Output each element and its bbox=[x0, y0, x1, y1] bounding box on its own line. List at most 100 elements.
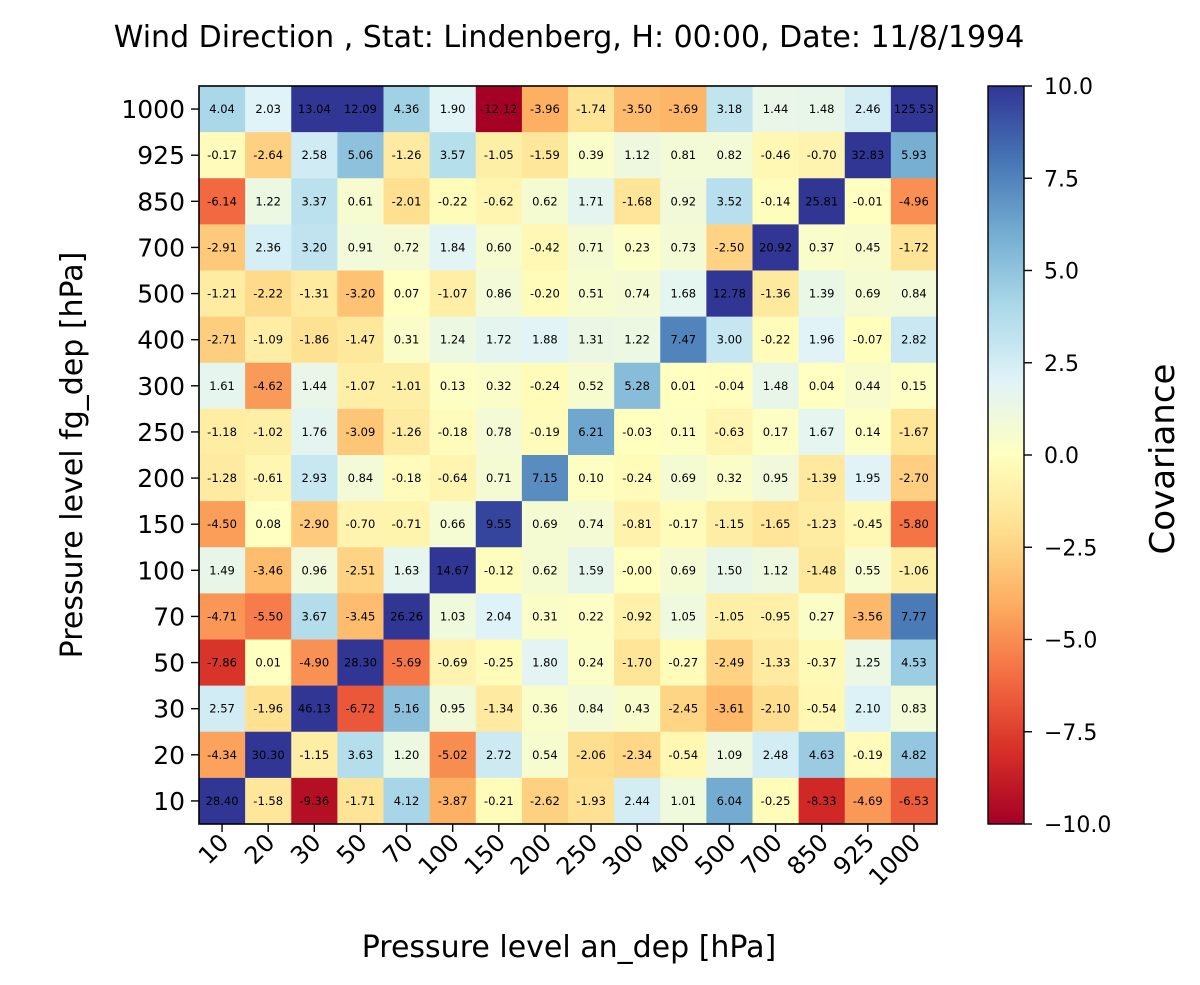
y-tick-label: 250 bbox=[137, 418, 185, 447]
heatmap-cell bbox=[337, 547, 384, 594]
heatmap-cell bbox=[660, 316, 707, 364]
cell-value-label: -7.86 bbox=[207, 656, 237, 670]
x-tick-label: 20 bbox=[239, 828, 280, 869]
heatmap-cell bbox=[798, 132, 846, 179]
colorbar-tick-label: −2.5 bbox=[1044, 536, 1097, 561]
cell-value-label: 1.20 bbox=[394, 748, 420, 762]
heatmap-cell bbox=[890, 547, 938, 594]
heatmap-cell bbox=[245, 86, 292, 133]
cell-value-label: 6.21 bbox=[578, 425, 604, 439]
cell-value-label: -3.45 bbox=[346, 609, 376, 623]
cell-value-label: 1.44 bbox=[763, 102, 789, 116]
heatmap-cell bbox=[798, 547, 846, 594]
heatmap-cell bbox=[660, 132, 707, 179]
cell-value-label: 0.95 bbox=[440, 702, 466, 716]
heatmap-cell bbox=[614, 132, 661, 179]
heatmap-cell bbox=[475, 408, 523, 456]
cell-value-label: -0.64 bbox=[438, 471, 468, 485]
heatmap-cell bbox=[521, 501, 569, 548]
heatmap-cell bbox=[706, 501, 753, 548]
heatmap-cell bbox=[337, 685, 384, 733]
heatmap-cell bbox=[614, 777, 661, 825]
cell-value-label: -4.50 bbox=[207, 517, 237, 531]
cell-value-label: 1.96 bbox=[809, 333, 835, 347]
heatmap-cell bbox=[614, 547, 661, 594]
cell-value-label: -2.10 bbox=[761, 702, 791, 716]
heatmap-cell bbox=[475, 362, 523, 410]
cell-value-label: -1.05 bbox=[715, 609, 745, 623]
heatmap-cell bbox=[890, 593, 938, 640]
cell-value-label: 0.08 bbox=[255, 517, 281, 531]
cell-value-label: -1.21 bbox=[207, 287, 237, 301]
heatmap-cell bbox=[383, 408, 431, 456]
heatmap-cell bbox=[337, 777, 384, 825]
colorbar-tick-label: −5.0 bbox=[1044, 629, 1097, 654]
cell-value-label: -1.02 bbox=[253, 425, 283, 439]
heatmap-cell bbox=[890, 501, 938, 548]
heatmap-cell bbox=[337, 224, 384, 271]
cell-value-label: -0.45 bbox=[853, 517, 883, 531]
cell-value-label: 1.88 bbox=[532, 333, 558, 347]
heatmap-cell bbox=[614, 639, 661, 687]
heatmap-cell bbox=[706, 178, 753, 225]
cell-value-label: 0.14 bbox=[855, 425, 881, 439]
cell-value-label: -0.61 bbox=[253, 471, 283, 485]
cell-value-label: 1.24 bbox=[440, 333, 466, 347]
heatmap-cell bbox=[475, 685, 523, 733]
cell-value-label: -0.70 bbox=[346, 517, 376, 531]
heatmap-cell bbox=[614, 408, 661, 456]
heatmap-cell bbox=[475, 593, 523, 640]
heatmap-cell bbox=[890, 455, 938, 502]
cell-value-label: -3.20 bbox=[346, 287, 376, 301]
cell-value-label: 1.61 bbox=[209, 379, 235, 393]
heatmap-cell bbox=[521, 224, 569, 271]
cell-value-label: 5.06 bbox=[348, 148, 374, 162]
heatmap-cell bbox=[291, 408, 338, 456]
cell-value-label: -2.50 bbox=[715, 240, 745, 254]
cell-value-label: -1.39 bbox=[807, 471, 837, 485]
cell-value-label: -4.90 bbox=[299, 656, 329, 670]
y-tick-label: 700 bbox=[137, 233, 185, 262]
heatmap-cell bbox=[383, 270, 431, 318]
cell-value-label: 0.10 bbox=[578, 471, 604, 485]
cell-value-label: 0.69 bbox=[532, 517, 558, 531]
heatmap-cell bbox=[383, 362, 431, 410]
heatmap-cell bbox=[568, 731, 615, 779]
heatmap-cell bbox=[429, 593, 477, 640]
heatmap-cell bbox=[383, 316, 431, 364]
heatmap-cell bbox=[475, 178, 523, 225]
cell-value-label: -1.58 bbox=[253, 794, 283, 808]
heatmap-cell bbox=[844, 639, 892, 687]
cell-value-label: -8.33 bbox=[807, 794, 837, 808]
cell-value-label: 1.80 bbox=[532, 656, 558, 670]
heatmap-cell bbox=[291, 224, 338, 271]
heatmap-cell bbox=[752, 408, 800, 456]
heatmap-cell bbox=[752, 777, 800, 825]
heatmap-cell bbox=[706, 685, 753, 733]
cell-value-label: -1.26 bbox=[392, 148, 422, 162]
cell-value-label: 0.45 bbox=[855, 240, 881, 254]
heatmap-cell bbox=[614, 178, 661, 225]
cell-value-label: -3.87 bbox=[438, 794, 468, 808]
cell-value-label: -0.69 bbox=[438, 656, 468, 670]
heatmap-cell bbox=[521, 593, 569, 640]
cell-value-label: 0.84 bbox=[578, 702, 604, 716]
cell-value-label: -2.49 bbox=[715, 656, 745, 670]
heatmap-cell bbox=[521, 455, 569, 502]
heatmap-cell bbox=[660, 178, 707, 225]
heatmap-cell bbox=[614, 455, 661, 502]
heatmap-cell bbox=[660, 731, 707, 779]
cell-value-label: -1.05 bbox=[484, 148, 514, 162]
heatmap-cell bbox=[475, 501, 523, 548]
heatmap-cell bbox=[429, 408, 477, 456]
heatmap-cell bbox=[752, 731, 800, 779]
cell-value-label: 0.71 bbox=[578, 240, 604, 254]
cell-value-label: 0.23 bbox=[624, 240, 650, 254]
cell-value-label: 0.81 bbox=[671, 148, 697, 162]
cell-value-label: 25.81 bbox=[805, 194, 838, 208]
cell-value-label: 2.93 bbox=[302, 471, 328, 485]
heatmap-cell bbox=[383, 593, 431, 640]
heatmap-cell bbox=[844, 132, 892, 179]
heatmap-cell bbox=[844, 731, 892, 779]
heatmap-cell bbox=[521, 270, 569, 318]
